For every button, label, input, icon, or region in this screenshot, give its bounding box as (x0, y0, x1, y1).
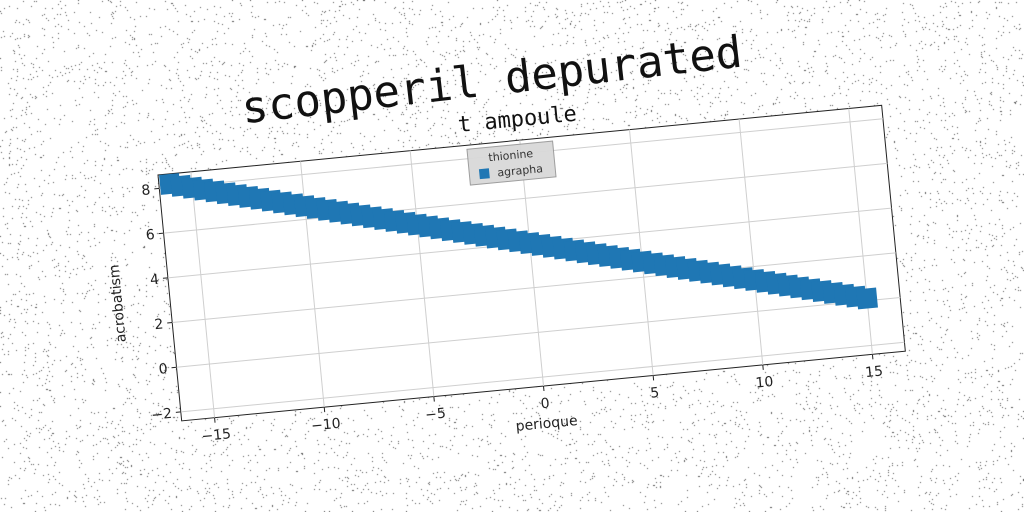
x-grid-line (190, 171, 216, 418)
y-axis-label: acrobatism (106, 264, 129, 343)
legend-marker-agrapha (478, 168, 490, 180)
x-grid-line (519, 140, 544, 387)
y-tick-label: 4 (149, 272, 159, 289)
y-axis-ticks: −2 0 2 4 6 8 (141, 182, 181, 424)
x-grid-line (738, 118, 764, 365)
x-tick-label: 15 (865, 363, 884, 381)
x-tick-label: −5 (425, 406, 447, 424)
x-tick-label: 0 (540, 396, 550, 413)
y-tick-label: −2 (151, 406, 173, 424)
x-tick-label: −10 (310, 416, 341, 435)
x-grid-line (409, 150, 435, 397)
y-tick-label: 6 (145, 227, 155, 244)
legend: thionine agrapha (466, 140, 557, 186)
y-tick-label: 2 (154, 316, 164, 333)
y-grid-line (163, 162, 888, 234)
x-tick-label: −15 (201, 426, 232, 445)
y-tick-label: 0 (158, 361, 168, 378)
legend-title: thionine (488, 147, 534, 164)
data-points (159, 173, 878, 310)
x-tick-label: 10 (755, 374, 774, 392)
x-axis-ticks: −15 −10 −5 0 5 10 15 (201, 354, 884, 445)
y-grid-line (180, 341, 905, 413)
legend-entry-agrapha: agrapha (497, 162, 544, 179)
y-tick-label: 8 (141, 182, 151, 199)
data-point-agrapha (856, 287, 878, 310)
x-tick-label: 5 (650, 385, 660, 402)
x-axis-label: perioque (515, 413, 578, 435)
y-grid-line (172, 252, 896, 324)
y-grid-line (176, 297, 901, 368)
x-grid-line (848, 108, 873, 355)
